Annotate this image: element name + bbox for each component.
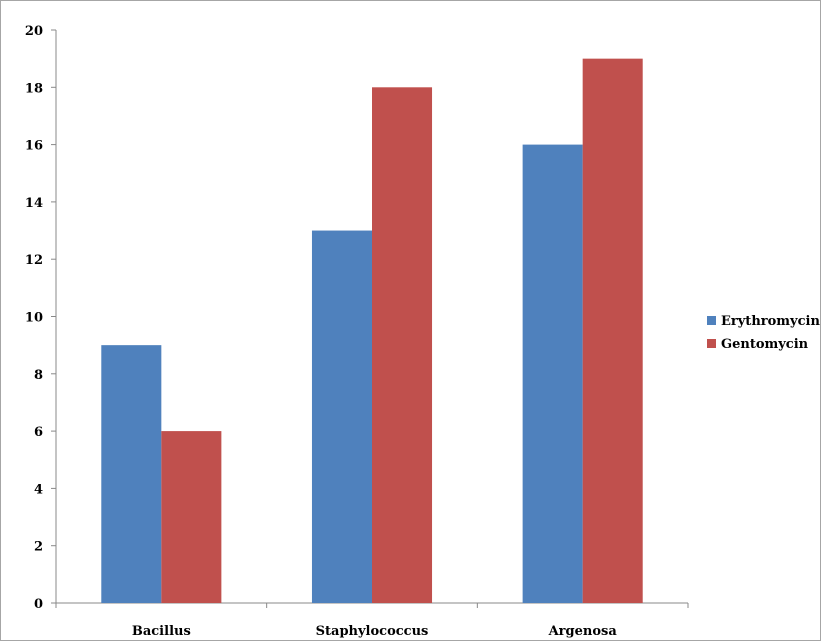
legend-label-gentomycin: Gentomycin [721,337,809,352]
bar-gentomycin-staphylococcus [372,87,433,604]
y-tick-label: 4 [34,482,43,497]
legend-swatch-gentomycin [707,339,716,348]
bar-gentomycin-argenosa [582,58,643,603]
y-tick-label: 0 [34,597,43,612]
y-tick-label: 12 [25,253,43,268]
x-tick-label: Staphylococcus [316,624,429,639]
x-tick-label: Bacillus [132,624,191,639]
legend: Erythromycin Gentomycin [707,314,820,352]
bar-gentomycin-bacillus [161,431,222,603]
bar-erythromycin-argenosa [522,144,583,603]
legend-swatch-erythromycin [707,316,716,325]
bar-erythromycin-bacillus [101,345,162,603]
y-tick-label: 10 [25,311,43,326]
bars [101,58,643,604]
y-tick-label: 20 [25,24,43,39]
y-tick-label: 6 [34,425,43,440]
tick-labels: 0 2 4 6 8 10 12 14 16 18 20 Bacillus Staphylococcus A… [25,24,617,639]
x-tick-label: Argenosa [548,624,618,639]
y-tick-label: 14 [25,196,43,211]
legend-label-erythromycin: Erythromycin [721,314,820,329]
bar-erythromycin-staphylococcus [311,230,372,604]
y-tick-label: 2 [34,540,43,555]
y-tick-label: 8 [34,368,43,383]
y-tick-label: 18 [25,81,43,96]
y-tick-label: 16 [25,139,43,154]
